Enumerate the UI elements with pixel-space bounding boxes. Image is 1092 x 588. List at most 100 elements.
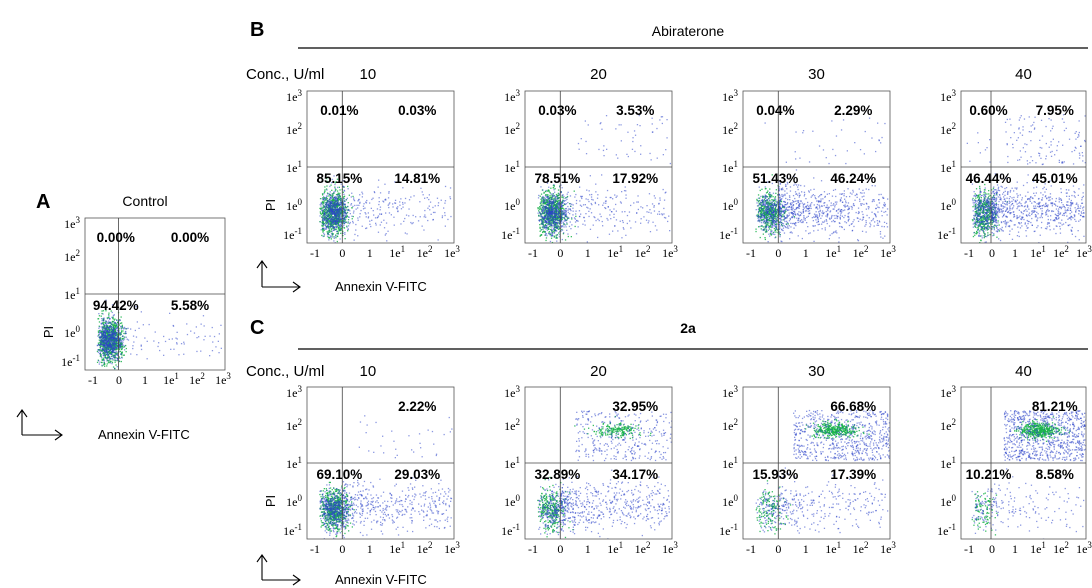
scatter-point — [764, 188, 767, 190]
scatter-point — [423, 216, 425, 218]
scatter-point — [114, 318, 116, 320]
scatter-point — [652, 131, 654, 133]
scatter-point — [115, 338, 117, 340]
scatter-point — [546, 229, 549, 231]
scatter-point — [328, 198, 331, 200]
scatter-point — [546, 220, 549, 222]
scatter-point — [756, 200, 758, 202]
scatter-point — [340, 202, 342, 204]
scatter-point — [553, 229, 555, 231]
x-tick-label: -1 — [88, 373, 98, 387]
scatter-point — [554, 195, 557, 198]
scatter-point — [99, 351, 102, 353]
scatter-point — [326, 214, 328, 217]
scatter-point — [542, 226, 545, 228]
y-tick-label: 1e-1 — [61, 353, 80, 369]
scatter-point — [544, 197, 546, 199]
scatter-point — [767, 224, 769, 226]
scatter-point — [114, 332, 116, 334]
scatter-point — [331, 225, 333, 227]
scatter-point — [120, 337, 122, 339]
scatter-point — [327, 224, 329, 227]
scatter-point — [557, 228, 560, 230]
scatter-point — [415, 216, 417, 218]
scatter-point — [778, 233, 780, 235]
scatter-point — [659, 199, 661, 201]
scatter-point — [543, 211, 545, 213]
scatter-point — [566, 223, 568, 225]
scatter-point — [539, 234, 542, 236]
scatter-point — [328, 215, 330, 217]
scatter-point — [108, 331, 110, 334]
scatter-point — [592, 199, 594, 201]
scatter-point — [443, 207, 445, 209]
scatter-point — [555, 237, 557, 239]
scatter-point — [114, 341, 116, 343]
scatter-point — [348, 223, 351, 225]
scatter-point — [336, 198, 338, 200]
scatter-point — [369, 220, 371, 222]
scatter-point — [106, 352, 108, 354]
scatter-point — [112, 326, 114, 328]
scatter-point — [115, 333, 117, 336]
scatter-point — [545, 194, 547, 196]
scatter-point — [348, 216, 350, 218]
header-control: Control — [122, 193, 167, 209]
scatter-point — [338, 193, 340, 196]
scatter-point — [326, 185, 328, 187]
scatter-point — [665, 191, 667, 193]
scatter-point — [107, 362, 110, 364]
scatter-point — [553, 235, 556, 237]
scatter-point — [340, 225, 342, 227]
scatter-point — [547, 209, 549, 212]
scatter-point — [649, 152, 651, 155]
scatter-point — [615, 154, 617, 156]
axis-arrows-b — [256, 260, 301, 293]
scatter-point — [110, 332, 112, 334]
scatter-point — [136, 321, 138, 323]
scatter-point — [374, 217, 377, 219]
scatter-point — [428, 198, 430, 201]
scatter-point — [538, 194, 540, 197]
scatter-point — [337, 209, 340, 211]
scatter-point — [575, 199, 578, 202]
scatter-point — [329, 227, 331, 229]
scatter-point — [340, 210, 342, 212]
scatter-point — [549, 213, 552, 215]
scatter-point — [346, 226, 348, 228]
scatter-point — [331, 207, 333, 209]
scatter-point — [101, 340, 104, 342]
scatter-point — [332, 227, 335, 229]
scatter-point — [322, 216, 325, 218]
scatter-point — [333, 191, 335, 193]
scatter-point — [388, 212, 391, 214]
scatter-point — [346, 211, 349, 214]
scatter-point — [119, 334, 121, 336]
scatter-point — [110, 345, 113, 347]
scatter-point — [545, 210, 548, 212]
scatter-point — [347, 188, 349, 190]
scatter-point — [393, 216, 395, 218]
scatter-point — [103, 318, 105, 320]
scatter-point — [108, 360, 110, 362]
scatter-point — [330, 224, 332, 226]
scatter-point — [768, 202, 770, 204]
scatter-point — [561, 212, 563, 214]
scatter-point — [325, 214, 327, 216]
scatter-point — [575, 193, 577, 196]
scatter-point — [580, 196, 582, 198]
scatter-point — [180, 343, 183, 345]
scatter-point — [546, 225, 548, 227]
scatter-point — [106, 365, 108, 367]
scatter-point — [334, 204, 336, 206]
scatter-point — [597, 218, 599, 220]
scatter-point — [402, 201, 404, 204]
scatter-point — [377, 215, 380, 217]
scatter-point — [606, 189, 609, 192]
scatter-point — [334, 229, 336, 231]
scatter-point — [542, 201, 544, 203]
scatter-point — [117, 337, 119, 339]
scatter-point — [337, 215, 340, 218]
scatter-point — [365, 216, 367, 218]
scatter-point — [342, 219, 345, 221]
